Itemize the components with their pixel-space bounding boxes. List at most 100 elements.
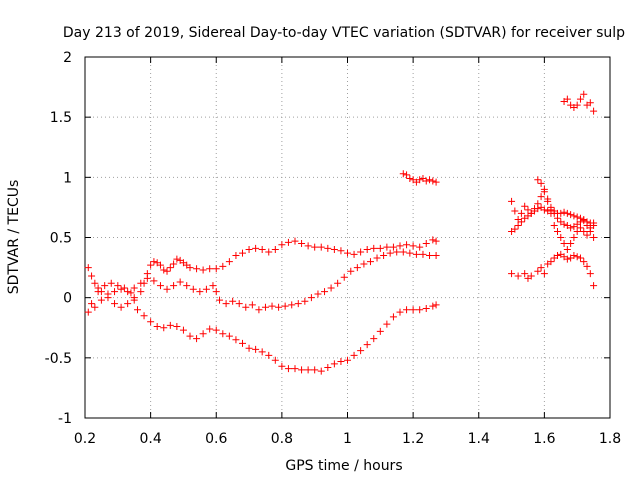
data-point (225, 258, 233, 266)
data-point (432, 252, 440, 260)
data-point (563, 95, 571, 103)
series-track-i (560, 90, 598, 115)
data-point (573, 213, 581, 221)
data-point (590, 282, 598, 290)
data-point (330, 246, 338, 254)
data-point (580, 217, 588, 225)
data-point (563, 246, 571, 254)
data-point (376, 244, 384, 252)
data-point (206, 325, 214, 333)
data-point (380, 252, 388, 260)
data-point (576, 95, 584, 103)
data-point (563, 209, 571, 217)
x-tick-label: 0.4 (139, 431, 161, 447)
data-point (560, 240, 568, 248)
data-point (291, 365, 299, 373)
data-point (340, 273, 348, 281)
data-point (350, 351, 358, 359)
y-axis-tick-labels: -1 -0.5 0 0.5 1 1.5 2 (45, 50, 72, 427)
data-point (396, 308, 404, 316)
data-point (508, 197, 516, 205)
series-track-f (508, 203, 598, 235)
data-point (537, 179, 545, 187)
x-tick-label: 1.6 (533, 431, 555, 447)
data-point (147, 318, 155, 326)
data-point (586, 224, 594, 232)
data-point (537, 264, 545, 272)
data-point (429, 302, 437, 310)
data-point (317, 243, 325, 251)
data-point (590, 234, 598, 241)
data-point (193, 335, 201, 343)
data-point (324, 244, 332, 252)
data-point (370, 335, 378, 343)
data-point (298, 366, 306, 374)
data-point (432, 301, 440, 309)
data-point (527, 272, 535, 280)
data-point (517, 209, 525, 217)
data-point (261, 303, 269, 311)
y-tick-label: 1.5 (50, 110, 72, 126)
data-point (554, 227, 561, 235)
y-tick-label: 2 (63, 50, 72, 66)
x-axis-label: GPS time / hours (285, 458, 402, 474)
data-point (550, 221, 558, 229)
data-point (130, 296, 138, 304)
data-point (422, 304, 430, 312)
data-point (429, 236, 437, 244)
data-point (160, 266, 168, 274)
data-point (137, 279, 145, 287)
data-point (314, 290, 322, 298)
data-point (291, 237, 299, 245)
data-point (117, 285, 125, 293)
data-point (406, 249, 414, 257)
data-point (166, 264, 174, 272)
data-point (199, 330, 207, 338)
data-point (576, 224, 584, 232)
data-point (514, 272, 522, 280)
data-point (590, 107, 598, 115)
data-point (573, 101, 581, 109)
data-point (557, 209, 565, 217)
data-point (134, 306, 141, 314)
data-point (301, 297, 309, 305)
y-tick-label: 0 (63, 291, 72, 307)
data-point (409, 306, 417, 314)
data-point (409, 242, 417, 250)
data-point (212, 265, 220, 273)
data-point (245, 344, 253, 352)
data-point (534, 176, 542, 184)
data-point (137, 288, 145, 296)
data-point (202, 285, 210, 293)
data-point (399, 170, 407, 178)
data-point (389, 243, 397, 251)
y-tick-label: 1 (63, 170, 72, 186)
data-point (511, 225, 519, 233)
data-point (580, 258, 588, 266)
data-point (416, 243, 424, 251)
data-point (321, 288, 329, 296)
data-point (508, 270, 516, 278)
data-point (189, 285, 197, 293)
y-axis-label: SDTVAR / TECUs (6, 180, 22, 295)
data-points (84, 90, 598, 375)
data-point (127, 289, 135, 297)
data-point (311, 243, 319, 251)
data-point (222, 300, 230, 308)
axis-ticks (84, 56, 611, 419)
data-point (337, 247, 345, 255)
data-point (544, 197, 552, 205)
data-point (278, 241, 286, 249)
series-track-c (88, 279, 440, 375)
data-point (422, 177, 430, 185)
data-point (186, 264, 194, 272)
data-point (107, 279, 115, 287)
data-point (357, 347, 365, 355)
data-point (327, 284, 335, 292)
series-track-a (84, 236, 440, 311)
data-point (419, 250, 427, 258)
data-point (429, 177, 437, 185)
data-point (245, 246, 253, 254)
data-point (252, 244, 260, 252)
data-point (232, 252, 240, 260)
